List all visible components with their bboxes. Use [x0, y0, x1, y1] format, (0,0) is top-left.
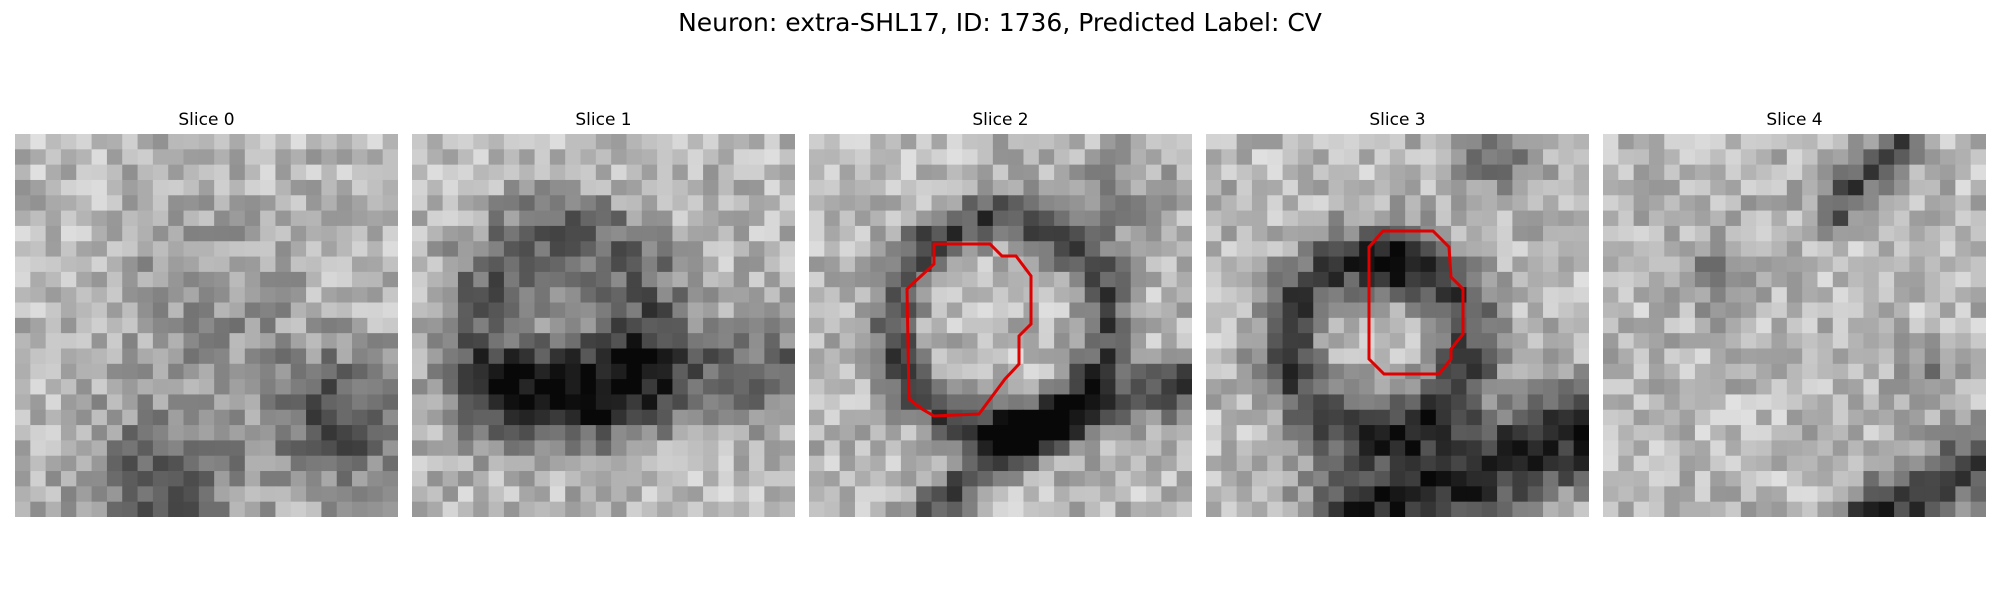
slice-title: Slice 1	[575, 110, 632, 130]
em-slice-image	[15, 134, 398, 517]
slice-panel-2: Slice 2	[809, 108, 1192, 517]
slice-title: Slice 2	[972, 110, 1029, 130]
slice-panel-1: Slice 1	[412, 108, 795, 517]
em-slice-image	[412, 134, 795, 517]
slice-title: Slice 3	[1369, 110, 1426, 130]
segmentation-contour	[905, 242, 1033, 418]
slice-title: Slice 4	[1766, 110, 1823, 130]
slice-pixels	[15, 134, 398, 517]
slice-pixels	[1206, 134, 1589, 517]
slice-pixels	[1603, 134, 1986, 517]
slice-panel-3: Slice 3	[1206, 108, 1589, 517]
slice-panel-0: Slice 0	[15, 108, 398, 517]
slice-pixels	[412, 134, 795, 517]
segmentation-contour	[1367, 229, 1465, 376]
em-slice-image	[1603, 134, 1986, 517]
slice-title: Slice 0	[178, 110, 235, 130]
figure-title: Neuron: extra-SHL17, ID: 1736, Predicted…	[678, 8, 1322, 37]
em-slice-image	[809, 134, 1192, 517]
slice-panel-4: Slice 4	[1603, 108, 1986, 517]
slice-pixels	[809, 134, 1192, 517]
em-slice-image	[1206, 134, 1589, 517]
